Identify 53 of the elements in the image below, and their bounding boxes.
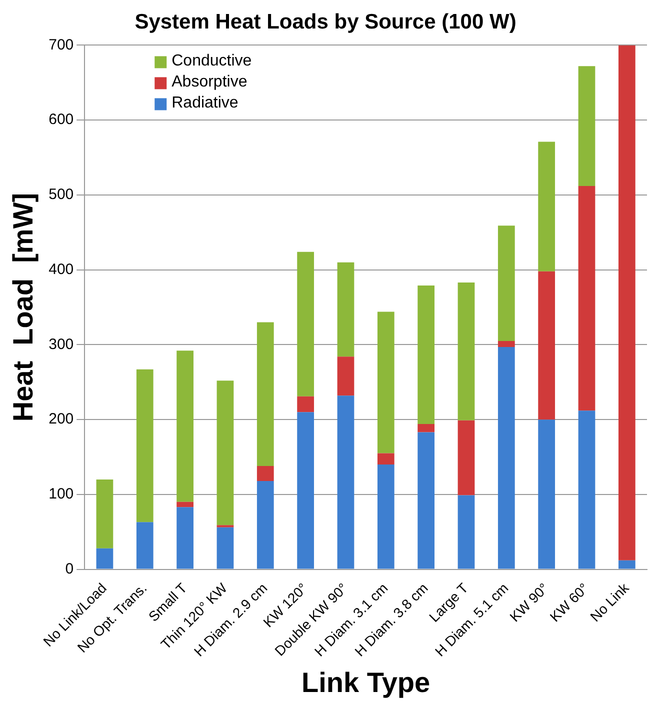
bar [578,410,596,569]
legend-label: Radiative [172,94,238,112]
y-tick-label: 500 [48,186,74,204]
bar [176,350,194,502]
bar [256,466,274,481]
bar [297,396,314,412]
bar [538,420,556,569]
bar [176,502,194,508]
legend-label: Conductive [172,52,252,70]
bar [216,527,234,569]
bar [578,186,596,411]
chart-title: System Heat Loads by Source (100 W) [134,10,516,34]
bar [136,522,154,569]
bar [297,252,314,396]
bar [458,495,475,569]
bar [337,396,354,569]
y-tick-label: 300 [48,336,74,353]
bar [498,340,515,347]
bar [498,226,515,341]
y-tick-label: 700 [48,36,74,54]
y-tick-label: 400 [48,260,74,278]
y-axis-title: Heat Load [mW] [8,192,39,422]
x-tick-label: No Link [586,579,632,625]
legend-label: Absorptive [172,74,248,91]
y-tick-label: 200 [48,410,74,428]
bar [538,142,556,272]
bar [458,282,475,420]
bar [337,262,354,357]
bar [418,432,435,569]
bar [377,464,394,569]
bar [418,286,435,424]
y-tick-label: 600 [48,111,74,128]
y-tick-label: 0 [65,560,74,578]
y-tick-label: 100 [48,486,74,503]
bar [256,322,274,466]
bar [297,412,314,569]
bar [618,560,636,569]
bar [256,480,274,569]
bar [136,369,154,522]
bar [578,66,596,186]
x-axis-title: Link Type [302,666,430,698]
bar [377,453,394,464]
bar [418,424,435,432]
bar [458,420,475,496]
bar [337,356,354,396]
bar [377,312,394,454]
bar [498,346,515,569]
bar [618,45,636,560]
bar [216,380,234,526]
bar [538,271,556,420]
bar [176,507,194,569]
bar [96,479,114,548]
bar [96,548,114,569]
